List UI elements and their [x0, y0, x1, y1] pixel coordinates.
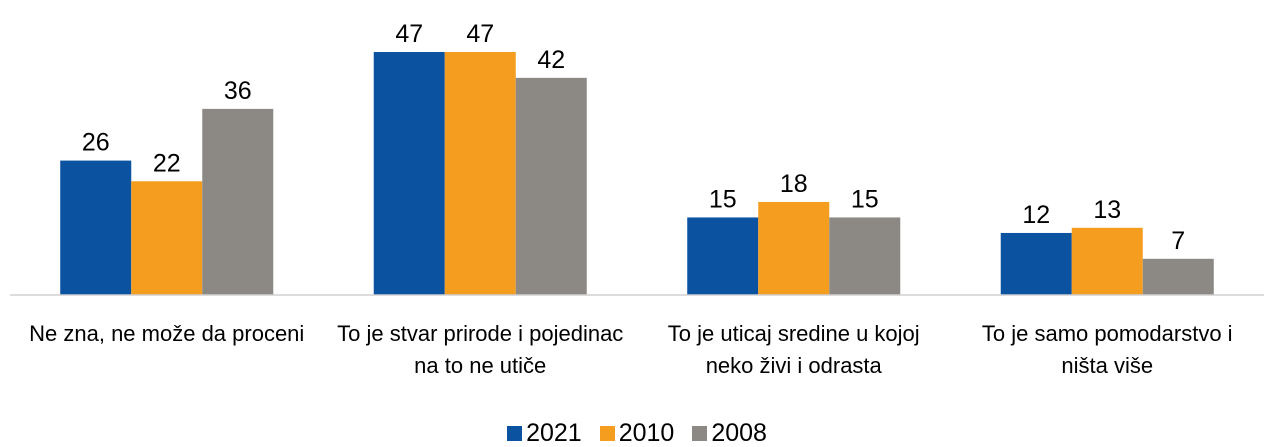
bar: [1071, 227, 1143, 295]
data-label: 36: [224, 77, 252, 105]
data-label: 26: [82, 129, 110, 157]
x-tick-label: To je stvar prirode i pojedinac na to ne…: [337, 321, 624, 378]
legend-item: 2008: [692, 420, 767, 446]
bar: [60, 160, 132, 295]
legend-label: 2021: [526, 419, 582, 447]
data-label: 42: [537, 46, 565, 74]
legend-swatch: [692, 425, 708, 441]
data-label: 15: [851, 185, 879, 213]
data-label: 15: [709, 185, 737, 213]
data-label: 18: [780, 170, 808, 198]
legend-label: 2008: [711, 419, 767, 447]
data-label: 47: [466, 20, 494, 48]
bar: [829, 217, 901, 295]
x-tick-label: Ne zna, ne može da proceni: [29, 321, 305, 346]
bar: [1000, 232, 1072, 295]
bar: [1142, 258, 1214, 295]
bar: [444, 52, 516, 296]
legend-item: 2021: [507, 420, 582, 446]
data-label: 13: [1093, 196, 1121, 224]
data-label: 22: [153, 149, 181, 177]
bar: [373, 52, 445, 296]
data-label: 47: [395, 20, 423, 48]
bar: [687, 217, 759, 295]
bar: [202, 108, 274, 295]
x-tick-label: To je samo pomodarstvo i ništa više: [981, 321, 1233, 378]
x-tick-label: To je uticaj sredine u kojoj neko živi i…: [667, 321, 920, 378]
data-label: 12: [1022, 201, 1050, 229]
bar: [758, 201, 830, 295]
legend-label: 2010: [618, 419, 675, 447]
bar: [131, 181, 203, 295]
legend: 2021 2010 2008: [0, 420, 1274, 446]
legend-swatch: [507, 425, 523, 441]
data-label: 7: [1171, 227, 1185, 255]
bar: [515, 77, 587, 295]
legend-swatch: [599, 425, 615, 441]
legend-item: 2010: [599, 419, 675, 447]
